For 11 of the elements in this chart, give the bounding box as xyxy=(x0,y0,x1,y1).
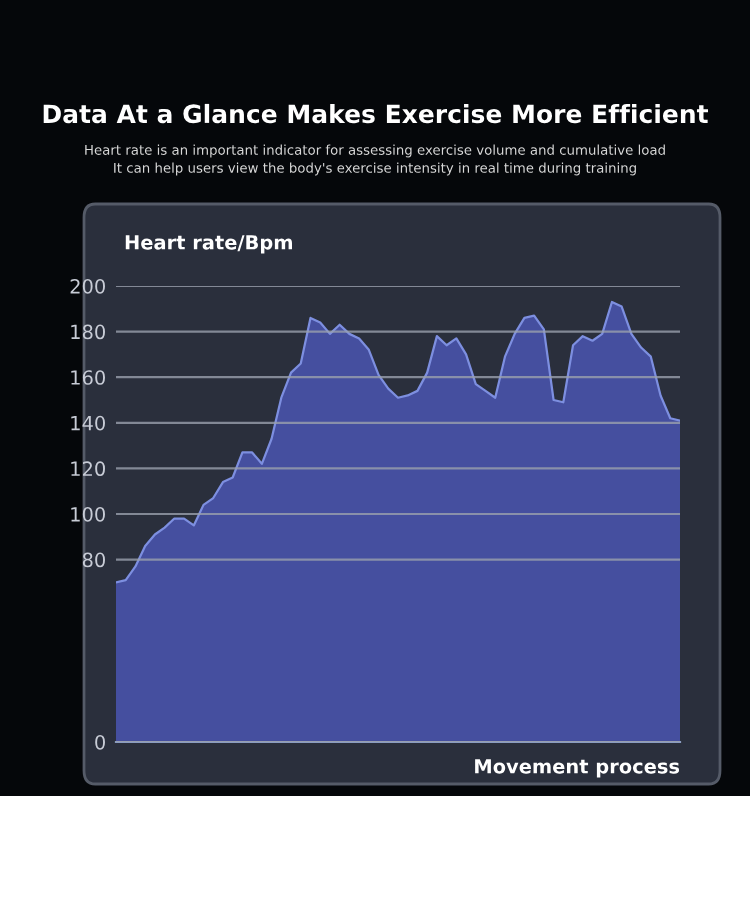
y-tick-label: 180 xyxy=(71,324,105,340)
y-tick-label: 160 xyxy=(71,370,105,385)
y-tick-label: 0 xyxy=(95,734,105,750)
y-tick-label: 120 xyxy=(71,461,105,477)
y-tick-label: 200 xyxy=(70,278,105,294)
x-axis-title: Movement process xyxy=(475,759,680,778)
y-tick-label: 100 xyxy=(71,506,105,522)
y-tick-label: 80 xyxy=(82,552,105,568)
chart-title: Data At a Glance Makes Exercise More Efficient xyxy=(43,103,709,124)
y-axis-title: Heart rate/Bpm xyxy=(125,235,292,254)
y-tick-label: 140 xyxy=(71,415,105,431)
